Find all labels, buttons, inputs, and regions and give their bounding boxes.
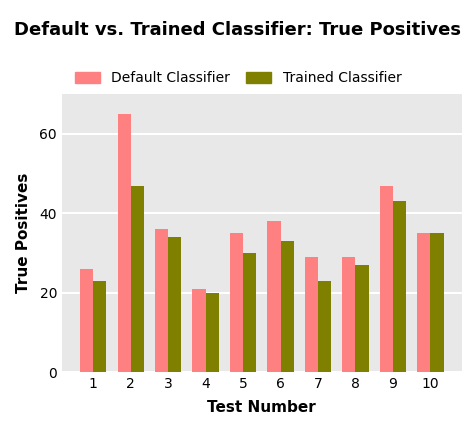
Bar xyxy=(168,237,181,372)
Bar xyxy=(80,269,93,372)
Bar xyxy=(243,253,256,372)
Bar xyxy=(380,186,393,372)
Bar xyxy=(155,229,168,372)
Bar xyxy=(268,221,280,372)
Bar xyxy=(130,186,144,372)
Legend: Default Classifier, Trained Classifier: Default Classifier, Trained Classifier xyxy=(75,71,401,85)
Bar xyxy=(417,233,430,372)
Bar xyxy=(192,289,206,372)
Bar xyxy=(342,257,356,372)
Y-axis label: True Positives: True Positives xyxy=(16,173,31,294)
Bar xyxy=(280,241,294,372)
Bar xyxy=(305,257,318,372)
Bar xyxy=(430,233,444,372)
Bar xyxy=(118,114,130,372)
Bar xyxy=(206,293,218,372)
Bar xyxy=(318,281,331,372)
Text: Default vs. Trained Classifier: True Positives: Default vs. Trained Classifier: True Pos… xyxy=(14,21,462,39)
Bar xyxy=(356,265,368,372)
Bar xyxy=(393,202,406,372)
Bar xyxy=(230,233,243,372)
X-axis label: Test Number: Test Number xyxy=(208,400,316,415)
Bar xyxy=(93,281,106,372)
